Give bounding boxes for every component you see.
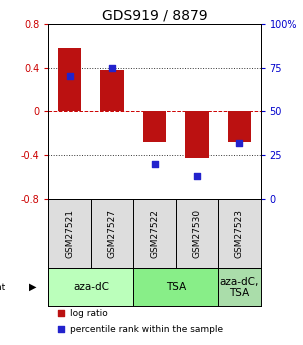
Text: percentile rank within the sample: percentile rank within the sample	[70, 325, 223, 334]
Bar	[133, 268, 218, 306]
Text: aza-dC: aza-dC	[73, 282, 109, 292]
Bar	[133, 199, 176, 268]
Bar	[218, 199, 261, 268]
Title: GDS919 / 8879: GDS919 / 8879	[102, 9, 207, 23]
Text: agent: agent	[0, 283, 6, 292]
Text: log ratio: log ratio	[70, 309, 108, 318]
Bar	[91, 199, 133, 268]
Text: GSM27530: GSM27530	[192, 209, 201, 258]
Bar	[48, 268, 133, 306]
Point	[67, 74, 72, 79]
Point	[152, 161, 157, 166]
Bar	[228, 111, 251, 142]
Text: GSM27527: GSM27527	[108, 209, 117, 258]
Bar	[218, 268, 261, 306]
Text: GSM27522: GSM27522	[150, 209, 159, 258]
Text: ▶: ▶	[29, 282, 36, 292]
Point	[59, 326, 64, 332]
Text: GSM27521: GSM27521	[65, 209, 74, 258]
Text: TSA: TSA	[166, 282, 186, 292]
Point	[59, 310, 64, 316]
Bar	[58, 48, 81, 111]
Point	[110, 65, 115, 70]
Text: aza-dC,
TSA: aza-dC, TSA	[220, 277, 259, 298]
Point	[195, 173, 199, 179]
Bar	[48, 199, 91, 268]
Bar	[176, 199, 218, 268]
Bar	[185, 111, 208, 158]
Point	[237, 140, 242, 146]
Bar	[143, 111, 166, 142]
Bar	[100, 70, 124, 111]
Text: GSM27523: GSM27523	[235, 209, 244, 258]
